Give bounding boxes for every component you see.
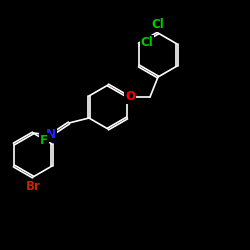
Text: Br: Br	[26, 180, 40, 194]
Text: Cl: Cl	[152, 18, 164, 32]
Text: O: O	[125, 90, 135, 104]
Text: N: N	[46, 128, 56, 141]
Text: Cl: Cl	[140, 36, 153, 49]
Text: F: F	[40, 134, 48, 146]
